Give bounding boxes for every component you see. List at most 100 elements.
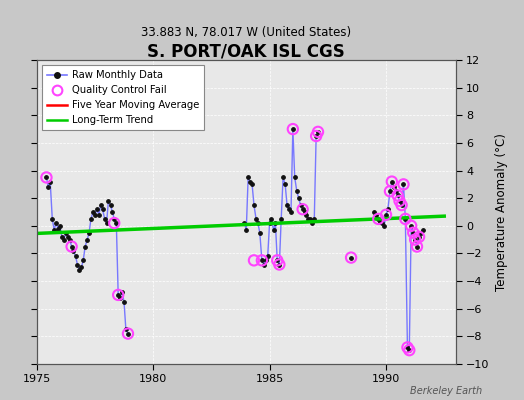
Point: [415, 234, 423, 240]
Point: [120, 299, 128, 305]
Point: [252, 216, 260, 222]
Point: [403, 344, 412, 351]
Point: [395, 198, 403, 204]
Point: [56, 223, 64, 229]
Point: [264, 253, 272, 260]
Point: [372, 212, 380, 218]
Point: [415, 234, 423, 240]
Point: [314, 129, 322, 135]
Point: [399, 181, 408, 188]
Point: [397, 202, 406, 208]
Point: [310, 216, 319, 222]
Point: [292, 188, 301, 194]
Point: [102, 220, 111, 226]
Point: [312, 133, 320, 139]
Point: [71, 253, 80, 260]
Point: [395, 198, 403, 204]
Point: [374, 216, 383, 222]
Point: [93, 206, 101, 212]
Point: [50, 227, 58, 233]
Point: [118, 289, 126, 295]
Text: 33.883 N, 78.017 W (United States): 33.883 N, 78.017 W (United States): [141, 26, 352, 39]
Point: [281, 181, 289, 188]
Point: [91, 212, 99, 218]
Point: [376, 218, 385, 225]
Point: [419, 227, 427, 233]
Point: [95, 212, 103, 218]
Point: [411, 236, 419, 243]
Point: [275, 261, 283, 268]
Point: [114, 292, 123, 298]
Point: [68, 243, 76, 250]
Point: [413, 243, 421, 250]
Point: [110, 216, 118, 222]
Point: [116, 294, 124, 301]
Point: [302, 212, 311, 218]
Point: [378, 220, 386, 226]
Point: [96, 202, 105, 208]
Point: [306, 216, 314, 222]
Point: [79, 257, 88, 264]
Point: [407, 223, 416, 229]
Point: [289, 126, 297, 132]
Point: [299, 206, 307, 212]
Point: [405, 347, 413, 353]
Point: [273, 257, 281, 264]
Point: [407, 223, 416, 229]
Point: [256, 230, 264, 236]
Point: [73, 261, 82, 268]
Point: [411, 236, 419, 243]
Point: [69, 248, 78, 254]
Point: [259, 261, 268, 268]
Point: [89, 209, 97, 215]
Point: [405, 347, 413, 353]
Title: S. PORT/OAK ISL CGS: S. PORT/OAK ISL CGS: [147, 42, 345, 60]
Point: [294, 195, 303, 201]
Point: [389, 184, 398, 190]
Point: [124, 330, 132, 337]
Point: [273, 257, 281, 264]
Point: [48, 216, 57, 222]
Point: [394, 192, 402, 199]
Point: [85, 230, 93, 236]
Point: [409, 230, 418, 236]
Point: [384, 206, 392, 212]
Point: [83, 236, 91, 243]
Legend: Raw Monthly Data, Quality Control Fail, Five Year Moving Average, Long-Term Tren: Raw Monthly Data, Quality Control Fail, …: [42, 65, 204, 130]
Point: [66, 236, 74, 243]
Point: [300, 209, 309, 215]
Point: [297, 202, 305, 208]
Point: [397, 202, 406, 208]
Y-axis label: Temperature Anomaly (°C): Temperature Anomaly (°C): [495, 133, 508, 291]
Point: [290, 174, 299, 181]
Point: [254, 220, 262, 226]
Point: [81, 243, 89, 250]
Point: [124, 330, 132, 337]
Point: [417, 230, 425, 236]
Point: [271, 220, 280, 226]
Point: [106, 202, 115, 208]
Point: [382, 212, 390, 218]
Point: [108, 209, 116, 215]
Point: [58, 234, 66, 240]
Point: [386, 188, 394, 194]
Point: [312, 133, 320, 139]
Point: [240, 220, 248, 226]
Point: [269, 227, 278, 233]
Point: [277, 216, 286, 222]
Point: [283, 202, 291, 208]
Point: [246, 178, 255, 185]
Point: [52, 220, 60, 226]
Point: [261, 257, 270, 264]
Point: [44, 184, 52, 190]
Point: [401, 216, 410, 222]
Point: [388, 178, 396, 185]
Point: [374, 216, 383, 222]
Point: [391, 188, 400, 194]
Point: [54, 225, 62, 232]
Point: [250, 202, 258, 208]
Point: [399, 181, 408, 188]
Point: [394, 192, 402, 199]
Point: [401, 216, 410, 222]
Point: [63, 234, 72, 240]
